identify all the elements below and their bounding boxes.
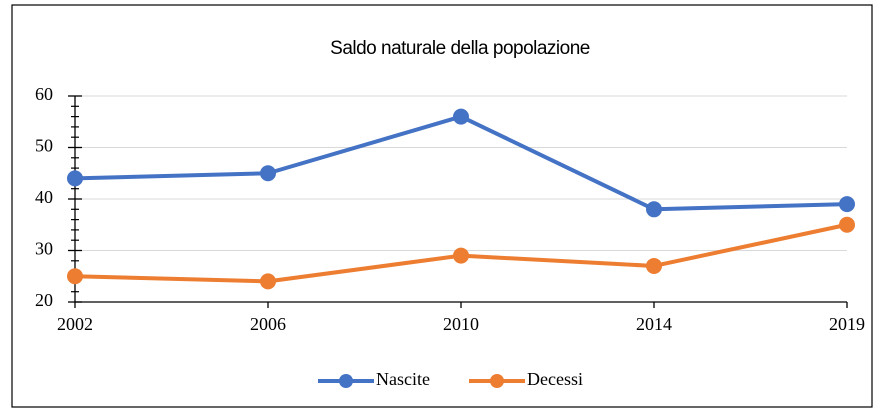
data-point (67, 170, 83, 187)
y-tick-label: 40 (35, 187, 53, 207)
data-point (453, 108, 469, 125)
x-tick-label: 2014 (636, 314, 672, 334)
data-point (260, 165, 276, 182)
data-point (839, 196, 855, 213)
legend-marker (339, 374, 353, 388)
data-point (646, 257, 662, 274)
legend-marker (490, 374, 504, 388)
chart-title: Saldo naturale della popolazione (330, 38, 590, 59)
data-point (453, 247, 469, 264)
x-tick-label: 2002 (57, 314, 93, 334)
data-point (260, 273, 276, 290)
y-tick-label: 60 (35, 84, 53, 104)
x-tick-label: 2019 (829, 314, 865, 334)
data-point (646, 201, 662, 218)
data-point (839, 216, 855, 233)
x-tick-label: 2006 (250, 314, 286, 334)
y-tick-label: 20 (35, 290, 53, 310)
legend-label: Nascite (376, 369, 430, 389)
y-tick-label: 50 (35, 136, 53, 156)
legend-label: Decessi (527, 369, 583, 389)
x-tick-label: 2010 (443, 314, 479, 334)
data-point (67, 268, 83, 285)
y-tick-label: 30 (35, 239, 53, 259)
